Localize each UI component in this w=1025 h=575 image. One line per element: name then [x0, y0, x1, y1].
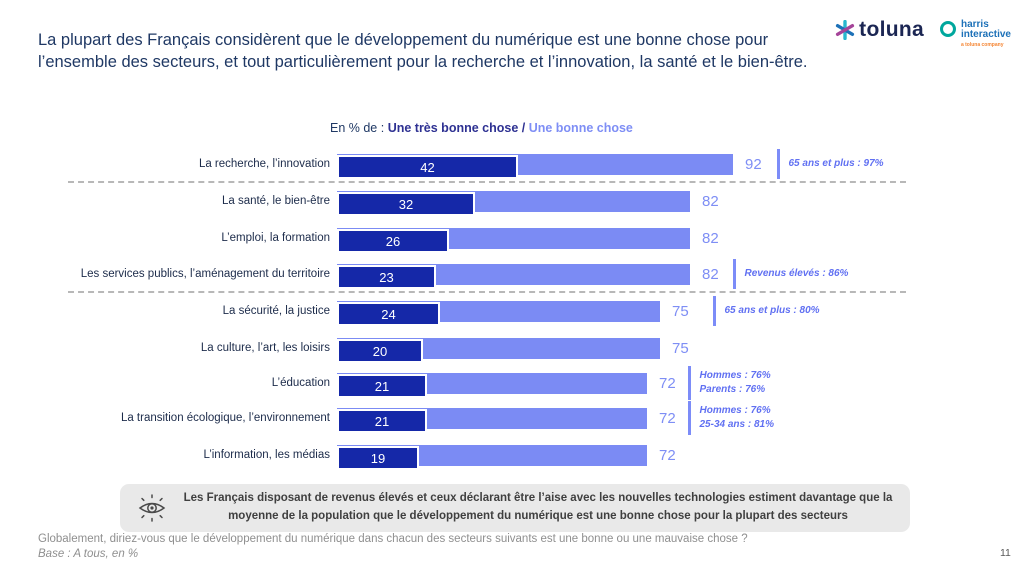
row-annotation: Hommes : 76% 25-34 ans : 81% [688, 401, 774, 435]
page-number: 11 [1000, 547, 1011, 559]
row-annotation: 65 ans et plus : 80% [713, 296, 820, 326]
legend-separator: / [518, 121, 529, 135]
row-label: L’éducation [271, 377, 330, 389]
page-title: La plupart des Français considèrent que … [38, 31, 808, 71]
bar-tres-bonne: 21 [337, 374, 427, 398]
bar-total-label: 72 [659, 447, 676, 464]
harris-interactive-logo: harris interactive a toluna company [939, 19, 1011, 48]
bar-total-label: 82 [702, 193, 719, 210]
bar-tres-bonne: 23 [337, 265, 436, 289]
toluna-asterisk-icon [836, 20, 855, 40]
bar-total-label: 82 [702, 230, 719, 247]
row-label: La sécurité, la justice [222, 305, 330, 317]
annotation-divider [733, 259, 736, 289]
legend-series1: Une très bonne chose [387, 121, 519, 135]
bar-value-label: 26 [385, 233, 401, 249]
dashed-separator [68, 291, 906, 293]
row-annotation: Revenus élevés : 86% [733, 259, 848, 289]
bar-value-label: 23 [379, 269, 394, 285]
dashed-separator [68, 181, 906, 183]
bar-value-label: 21 [374, 378, 390, 394]
bar-tres-bonne: 26 [337, 229, 449, 253]
row-label: La recherche, l’innovation [198, 158, 330, 170]
bar-tres-bonne: 24 [337, 302, 440, 326]
bar-total-label: 82 [702, 266, 719, 283]
annotation-divider [777, 149, 780, 179]
insight-text: Les Français disposant de revenus élevés… [183, 492, 893, 522]
logos: toluna harris interactive a toluna compa… [835, 18, 1011, 48]
insight-callout: Les Français disposant de revenus élevés… [120, 484, 910, 532]
bar-value-label: 42 [420, 159, 435, 175]
harris-tagline: a toluna company [960, 42, 1004, 48]
annotation-divider [713, 296, 716, 326]
row-annotation: Hommes : 76% Parents : 76% [688, 366, 771, 400]
row-annotation: 65 ans et plus : 97% [777, 149, 884, 179]
bar-total-label: 75 [672, 340, 689, 357]
harris-ring-icon [939, 21, 956, 37]
bar-value-label: 32 [398, 196, 414, 212]
annotation-text: Hommes : 76% [699, 405, 771, 416]
row-label: L’emploi, la formation [221, 232, 330, 244]
annotation-text: Revenus élevés : 86% [744, 268, 849, 279]
bar-value-label: 20 [372, 343, 388, 359]
row-label: La santé, le bien-être [221, 195, 330, 207]
toluna-wordmark: toluna [859, 18, 924, 41]
row-label: La culture, l’art, les loisirs [200, 342, 330, 354]
annotation-text: Parents : 76% [699, 384, 766, 395]
bar-total-label: 72 [659, 410, 676, 427]
harris-wordmark-line2: interactive [960, 29, 1011, 40]
survey-base: Base : A tous, en % [38, 548, 139, 560]
annotation-divider [688, 366, 691, 400]
bar-total-label: 72 [659, 375, 676, 392]
chart-legend: En % de : Une très bonne chose / Une bon… [330, 121, 633, 135]
annotation-text: 65 ans et plus : 97% [788, 158, 884, 169]
annotation-divider [688, 401, 691, 435]
annotation-text: 65 ans et plus : 80% [724, 305, 820, 316]
bar-value-label: 19 [370, 450, 386, 466]
bar-total-label: 92 [745, 156, 762, 173]
harris-wordmark-line1: harris [960, 19, 989, 30]
row-label: La transition écologique, l’environnemen… [120, 412, 330, 424]
bar-tres-bonne: 42 [337, 155, 518, 179]
annotation-text: 25-34 ans : 81% [699, 419, 775, 430]
bar-tres-bonne: 21 [337, 409, 427, 433]
bar-tres-bonne: 32 [337, 192, 475, 216]
bar-value-label: 24 [381, 306, 396, 322]
toluna-logo: toluna [835, 18, 924, 42]
annotation-text: Hommes : 76% [699, 370, 771, 381]
survey-question: Globalement, diriez-vous que le développ… [38, 533, 748, 545]
legend-prefix: En % de : [330, 121, 388, 135]
legend-series2: Une bonne chose [528, 121, 633, 135]
bar-total-label: 75 [672, 303, 689, 320]
bar-tres-bonne: 20 [337, 339, 423, 363]
row-label: L’information, les médias [203, 449, 330, 461]
bar-tres-bonne: 19 [337, 446, 419, 470]
bar-value-label: 21 [374, 413, 390, 429]
row-label: Les services publics, l’aménagement du t… [80, 268, 330, 280]
eye-icon [138, 494, 166, 522]
